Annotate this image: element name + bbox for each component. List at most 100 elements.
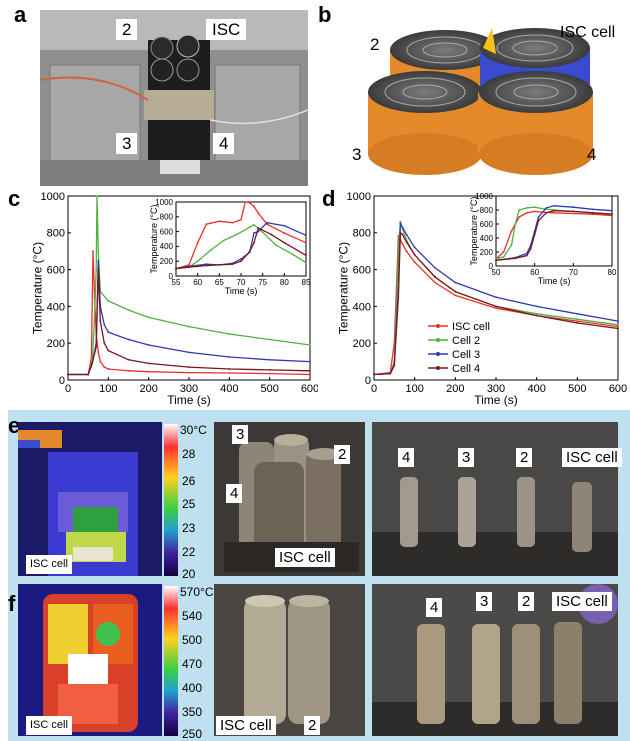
d-data-point (495, 307, 497, 310)
c-inset-y-tick-label: 600 (160, 227, 174, 236)
colorbar-f (164, 586, 178, 736)
d-legend-marker (436, 338, 440, 342)
colorbar-f-tick: 470 (182, 657, 203, 671)
d-data-point (576, 312, 579, 315)
d-inset-x-tick-label: 60 (530, 268, 539, 277)
d-data-point (389, 372, 392, 375)
d-inset-data-point (572, 210, 575, 213)
d-data-point (393, 364, 396, 367)
c-inset-x-tick-label: 85 (302, 278, 311, 287)
c-inset-data-point (218, 220, 221, 223)
d-data-point (535, 312, 538, 315)
c-x-tick-label: 100 (99, 383, 117, 395)
d-inset-data-point (553, 211, 555, 214)
c-inset-data-point (248, 250, 251, 253)
d-data-point (413, 253, 416, 256)
c-data-point (228, 356, 231, 358)
d-y-tick-label: 800 (353, 228, 371, 240)
c-data-point (97, 250, 100, 253)
c-inset-data-point (188, 264, 190, 266)
d-inset-data-point (514, 223, 517, 225)
c-data-point (91, 362, 94, 365)
colorbar-e (164, 424, 178, 576)
d-inset-data-point (502, 256, 505, 258)
d-x-tick-label: 200 (446, 383, 464, 395)
label-e-mid-isc: ISC cell (275, 548, 335, 567)
c-inset-data-point (205, 263, 208, 266)
c-inset-data-point (222, 239, 225, 242)
d-data-point (413, 246, 416, 249)
d-inset-data-point (541, 207, 544, 210)
c-data-point (309, 360, 311, 363)
c-inset-data-point (292, 253, 294, 256)
d-inset-x-axis-label: Time (s) (538, 276, 571, 286)
photo-e-right-drawing (372, 422, 618, 576)
d-inset-data-point (518, 216, 521, 218)
d-series-line-cell-4 (373, 231, 619, 376)
d-y-axis-label: Temperature (°C) (337, 242, 351, 334)
c-data-point (268, 368, 271, 371)
colorbar-f-tick: 400 (182, 681, 203, 695)
label-b-isc-cell: ISC cell (560, 24, 616, 41)
d-data-point (405, 250, 408, 253)
c-series-line-cell-4 (68, 269, 311, 376)
d-legend-label: Cell 3 (452, 349, 480, 361)
label-e-isc-thermal: ISC cell (26, 555, 72, 574)
c-data-point (188, 351, 190, 354)
panel-label-d: d (322, 186, 336, 211)
d-inset-data-point (611, 213, 613, 216)
d-data-point (401, 226, 404, 229)
label-e-right-cell-4: 4 (398, 448, 415, 467)
d-inset-x-tick-label: 80 (608, 268, 617, 277)
c-inset-data-point (205, 223, 208, 226)
c-inset-data-point (240, 260, 242, 263)
label-e-mid-cell-3: 3 (232, 425, 249, 444)
thermal-image-f (18, 584, 162, 736)
c-inset-data-point (270, 233, 273, 236)
d-data-point (413, 261, 416, 264)
c-data-point (97, 259, 100, 262)
c-y-tick-label: 400 (47, 301, 65, 313)
c-data-point (127, 338, 130, 341)
d-inset-y-tick-label: 400 (480, 234, 494, 243)
c-inset-data-point (240, 258, 242, 260)
c-inset-data-point (257, 212, 260, 214)
cell-4-model (478, 71, 593, 175)
c-x-tick-label: 300 (180, 383, 198, 395)
panel-label-a: a (14, 2, 27, 27)
d-x-tick-label: 400 (527, 383, 545, 395)
colorbar-f-tick: 540 (182, 609, 203, 623)
c-data-point (87, 373, 90, 376)
c-data-point (127, 358, 130, 361)
label-e-right-cell-3: 3 (458, 448, 475, 467)
c-series-line-isc-cell (68, 251, 311, 376)
c-inset-x-tick-label: 65 (215, 278, 224, 287)
c-x-tick-label: 500 (260, 383, 278, 395)
d-inset-data-point (526, 211, 528, 214)
photo-burnt-cells-e-right (372, 422, 618, 576)
c-y-tick-label: 200 (47, 338, 65, 350)
d-inset-data-point (553, 204, 555, 207)
c-inset-data-point (283, 232, 286, 234)
c-data-point (147, 370, 150, 373)
c-inset-data-point (253, 224, 255, 226)
d-inset-data-point (518, 209, 521, 211)
c-inset-x-tick-label: 80 (280, 278, 289, 287)
c-inset-data-point (261, 231, 264, 234)
label-e-right-cell-2: 2 (516, 448, 533, 467)
d-inset-data-point (533, 210, 536, 213)
d-inset-x-tick-label: 50 (492, 268, 501, 277)
c-data-point (92, 250, 94, 253)
c-data-point (103, 342, 106, 345)
d-inset-y-tick-label: 200 (480, 248, 494, 257)
c-inset-data-point (205, 264, 208, 267)
d-data-point (535, 314, 538, 317)
label-a-cell-4: 4 (213, 133, 235, 154)
c-data-point (147, 362, 150, 365)
d-data-point (576, 320, 579, 323)
label-f-isc-thermal: ISC cell (26, 716, 72, 735)
photo-a-drawing (40, 10, 308, 186)
d-y-tick-label: 1000 (347, 191, 371, 203)
d-inset-data-point (545, 211, 548, 214)
cell-3-model (368, 71, 483, 175)
